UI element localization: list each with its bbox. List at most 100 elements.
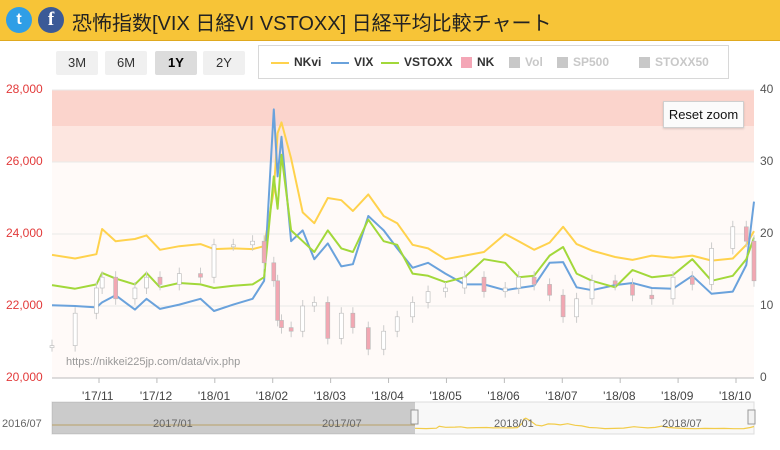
nk-point <box>516 276 522 289</box>
x-tick-label: '18/10 <box>719 389 752 403</box>
navigator-tick-label: 2018/07 <box>662 418 702 430</box>
x-tick-label: '18/05 <box>429 389 462 403</box>
legend-label: SP500 <box>573 55 610 69</box>
nk-point <box>443 287 448 292</box>
nk-point <box>275 280 280 321</box>
x-tick-label: '18/03 <box>313 389 346 403</box>
y-left-tick-label: 20,000 <box>6 370 43 384</box>
navigator-tick-label: 2017/07 <box>322 418 362 430</box>
x-tick-label: '18/01 <box>197 389 231 403</box>
navigator-handle-left[interactable] <box>410 409 419 425</box>
nk-point <box>132 287 138 300</box>
nk-point <box>350 312 356 328</box>
legend-label: VSTOXX <box>404 55 453 69</box>
x-tick-label: '18/02 <box>255 389 289 403</box>
nk-point <box>612 280 618 285</box>
nk-point <box>547 284 552 296</box>
nk-point <box>531 276 537 285</box>
x-tick-label: '18/07 <box>545 389 578 403</box>
nk-point <box>72 312 78 346</box>
legend-swatch <box>557 57 568 69</box>
legend-swatch <box>331 61 349 64</box>
nk-point <box>689 276 695 285</box>
x-tick-label: '18/08 <box>603 389 636 403</box>
x-tick-label: '17/11 <box>82 389 114 403</box>
x-tick-label: '17/12 <box>139 389 173 403</box>
facebook-icon[interactable]: f <box>38 7 64 33</box>
range-button-3m[interactable]: 3M <box>56 51 98 75</box>
nk-point <box>670 276 676 300</box>
navigator-handle-right[interactable] <box>747 409 756 425</box>
nk-point <box>462 276 468 289</box>
nk-point <box>649 294 655 300</box>
navigator-tick-label: 2018/01 <box>494 418 534 430</box>
nk-point <box>381 330 387 350</box>
nk-point <box>144 276 149 289</box>
navigator-tick-label: 2016/07 <box>2 418 42 430</box>
nk-point <box>279 320 284 328</box>
y-right-tick-label: 0 <box>760 370 767 384</box>
legend-item-sp500[interactable]: SP500 <box>557 55 609 69</box>
legend-item-nk[interactable]: NK <box>461 55 494 69</box>
reset-zoom-button[interactable]: Reset zoom <box>663 101 744 128</box>
nk-point <box>589 280 595 300</box>
legend-item-nkvi[interactable]: NKvi <box>271 55 321 69</box>
nk-point <box>502 287 508 292</box>
x-tick-label: '18/09 <box>661 389 694 403</box>
range-button-6m[interactable]: 6M <box>105 51 147 75</box>
range-button-1y[interactable]: 1Y <box>155 51 197 75</box>
nk-point <box>261 240 267 264</box>
legend-swatch <box>639 57 650 69</box>
legend-swatch <box>381 61 399 64</box>
nk-point <box>743 226 749 242</box>
nk-point <box>300 305 306 332</box>
nk-point <box>338 312 344 339</box>
y-left-tick-label: 26,000 <box>6 154 43 168</box>
highlight-band-2 <box>52 90 754 126</box>
nk-point <box>99 276 105 289</box>
chart-legend: NKvi VIX VSTOXX NK Vol SP500 STOXX50 <box>258 45 729 79</box>
navigator-line <box>414 417 755 430</box>
nk-point <box>250 240 255 246</box>
nk-point <box>176 273 182 285</box>
nk-point <box>410 302 415 318</box>
nk-point <box>365 327 371 350</box>
series-nkvi-line <box>51 121 755 262</box>
nk-point <box>730 226 736 249</box>
nk-point <box>157 276 163 285</box>
nk-point <box>311 302 317 307</box>
y-right-tick-label: 30 <box>760 154 774 168</box>
legend-item-vstoxx[interactable]: VSTOXX <box>381 55 452 69</box>
nk-point <box>425 291 431 303</box>
legend-label: NKvi <box>294 55 322 69</box>
legend-item-stoxx50[interactable]: STOXX50 <box>639 55 709 69</box>
nk-point <box>271 262 277 282</box>
legend-label: STOXX50 <box>655 55 709 69</box>
page-title: 恐怖指数[VIX 日経VI VSTOXX] 日経平均比較チャート <box>72 13 552 35</box>
nk-point <box>94 287 99 314</box>
x-tick-label: '18/04 <box>371 389 404 403</box>
nk-point <box>230 244 236 248</box>
legend-item-vol[interactable]: Vol <box>509 55 543 69</box>
nk-point <box>481 276 487 292</box>
nk-point <box>751 240 757 282</box>
nk-point <box>198 273 203 278</box>
nk-point <box>709 248 714 285</box>
series-vstoxx-line <box>51 153 755 290</box>
nk-point <box>574 298 579 318</box>
series-vix-line <box>51 108 755 312</box>
legend-swatch <box>509 57 520 69</box>
legend-swatch <box>461 57 472 69</box>
y-left-tick-label: 22,000 <box>6 298 43 312</box>
legend-label: VIX <box>354 55 374 69</box>
twitter-icon[interactable]: t <box>6 7 32 33</box>
y-right-tick-label: 40 <box>760 82 774 96</box>
nk-point <box>394 316 400 332</box>
series-nk-candles <box>49 220 757 356</box>
legend-item-vix[interactable]: VIX <box>331 55 373 69</box>
range-button-2y[interactable]: 2Y <box>203 51 245 75</box>
nk-point <box>325 302 331 339</box>
nk-point <box>49 345 55 348</box>
y-right-tick-label: 10 <box>760 298 774 312</box>
